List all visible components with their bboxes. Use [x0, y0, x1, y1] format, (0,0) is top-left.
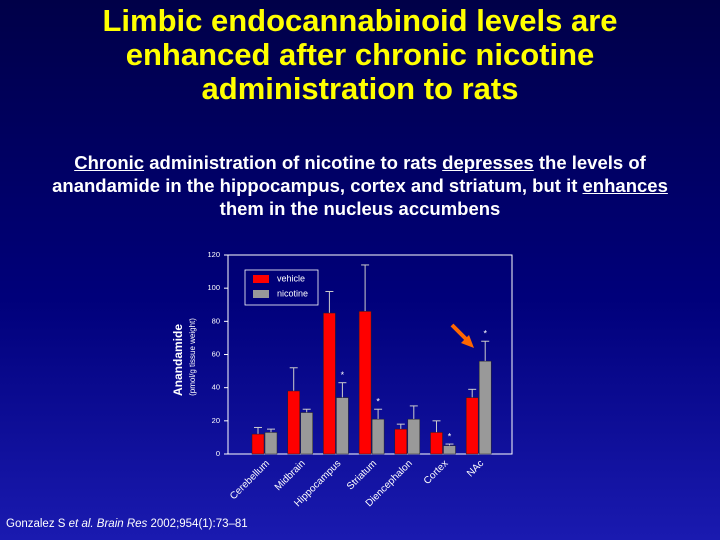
significance-mark: *: [376, 397, 380, 407]
legend-box: [244, 269, 319, 306]
bar: [430, 432, 443, 455]
y-tick-label: 80: [212, 316, 220, 325]
x-tick-label: NAc: [465, 458, 486, 479]
bar: [465, 397, 479, 455]
text-segment: Chronic: [74, 152, 145, 173]
arrow-head: [461, 335, 474, 348]
bar: [443, 445, 456, 455]
bar: [264, 432, 278, 455]
y-tick-label: 0: [216, 449, 220, 458]
y-tick-label: 120: [207, 250, 220, 259]
significance-mark: *: [448, 431, 452, 441]
bar: [394, 428, 408, 455]
text-segment: the levels of anandamide in the hippocam…: [52, 152, 646, 196]
bar: [336, 397, 349, 455]
y-tick-label: 100: [207, 283, 220, 292]
arrow-shaft: [450, 323, 470, 343]
text-segment: administration of nicotine to rats: [144, 152, 443, 173]
text-segment: depresses: [442, 152, 534, 173]
legend-swatch: [253, 290, 269, 298]
bar: [300, 412, 313, 455]
significance-mark: *: [341, 370, 345, 380]
text-segment: enhances: [582, 175, 668, 196]
bar: [251, 433, 265, 455]
bar: [407, 418, 421, 455]
x-tick-label: Cerebellum: [228, 458, 272, 502]
bar: [358, 311, 372, 455]
y-tick-label: 60: [212, 349, 220, 358]
y-tick-label: 40: [212, 383, 220, 392]
legend-label: nicotine: [277, 288, 308, 298]
legend-label: vehicle: [277, 273, 305, 283]
text-segment: et al.: [68, 518, 94, 530]
text-segment: 2002;954(1):73–81: [147, 518, 248, 530]
bar: [371, 418, 385, 455]
legend-swatch: [253, 275, 269, 283]
x-tick-label: Midbrain: [273, 458, 308, 493]
bar: [323, 312, 336, 455]
y-tick-label: 20: [212, 416, 220, 425]
highlight-arrow: [450, 323, 474, 348]
slide-subtitle: Chronic administration of nicotine to ra…: [40, 151, 680, 220]
text-segment: Brain Res: [96, 518, 148, 530]
citation: Gonzalez S et al. Brain Res 2002;954(1):…: [6, 518, 248, 530]
slide-title: Limbic endocannabinoid levels are enhanc…: [102, 3, 618, 106]
significance-mark: *: [483, 329, 487, 339]
text-segment: them in the nucleus accumbens: [219, 198, 501, 219]
y-axis-label: Anandamide: [171, 324, 185, 396]
bar: [287, 390, 300, 455]
y-axis-sublabel: (pmol/g tissue weight): [188, 318, 197, 396]
bar: [478, 360, 492, 455]
text-segment: Gonzalez S: [6, 518, 69, 530]
x-tick-label: Cortex: [422, 458, 451, 487]
x-tick-label: Striatum: [345, 458, 379, 492]
